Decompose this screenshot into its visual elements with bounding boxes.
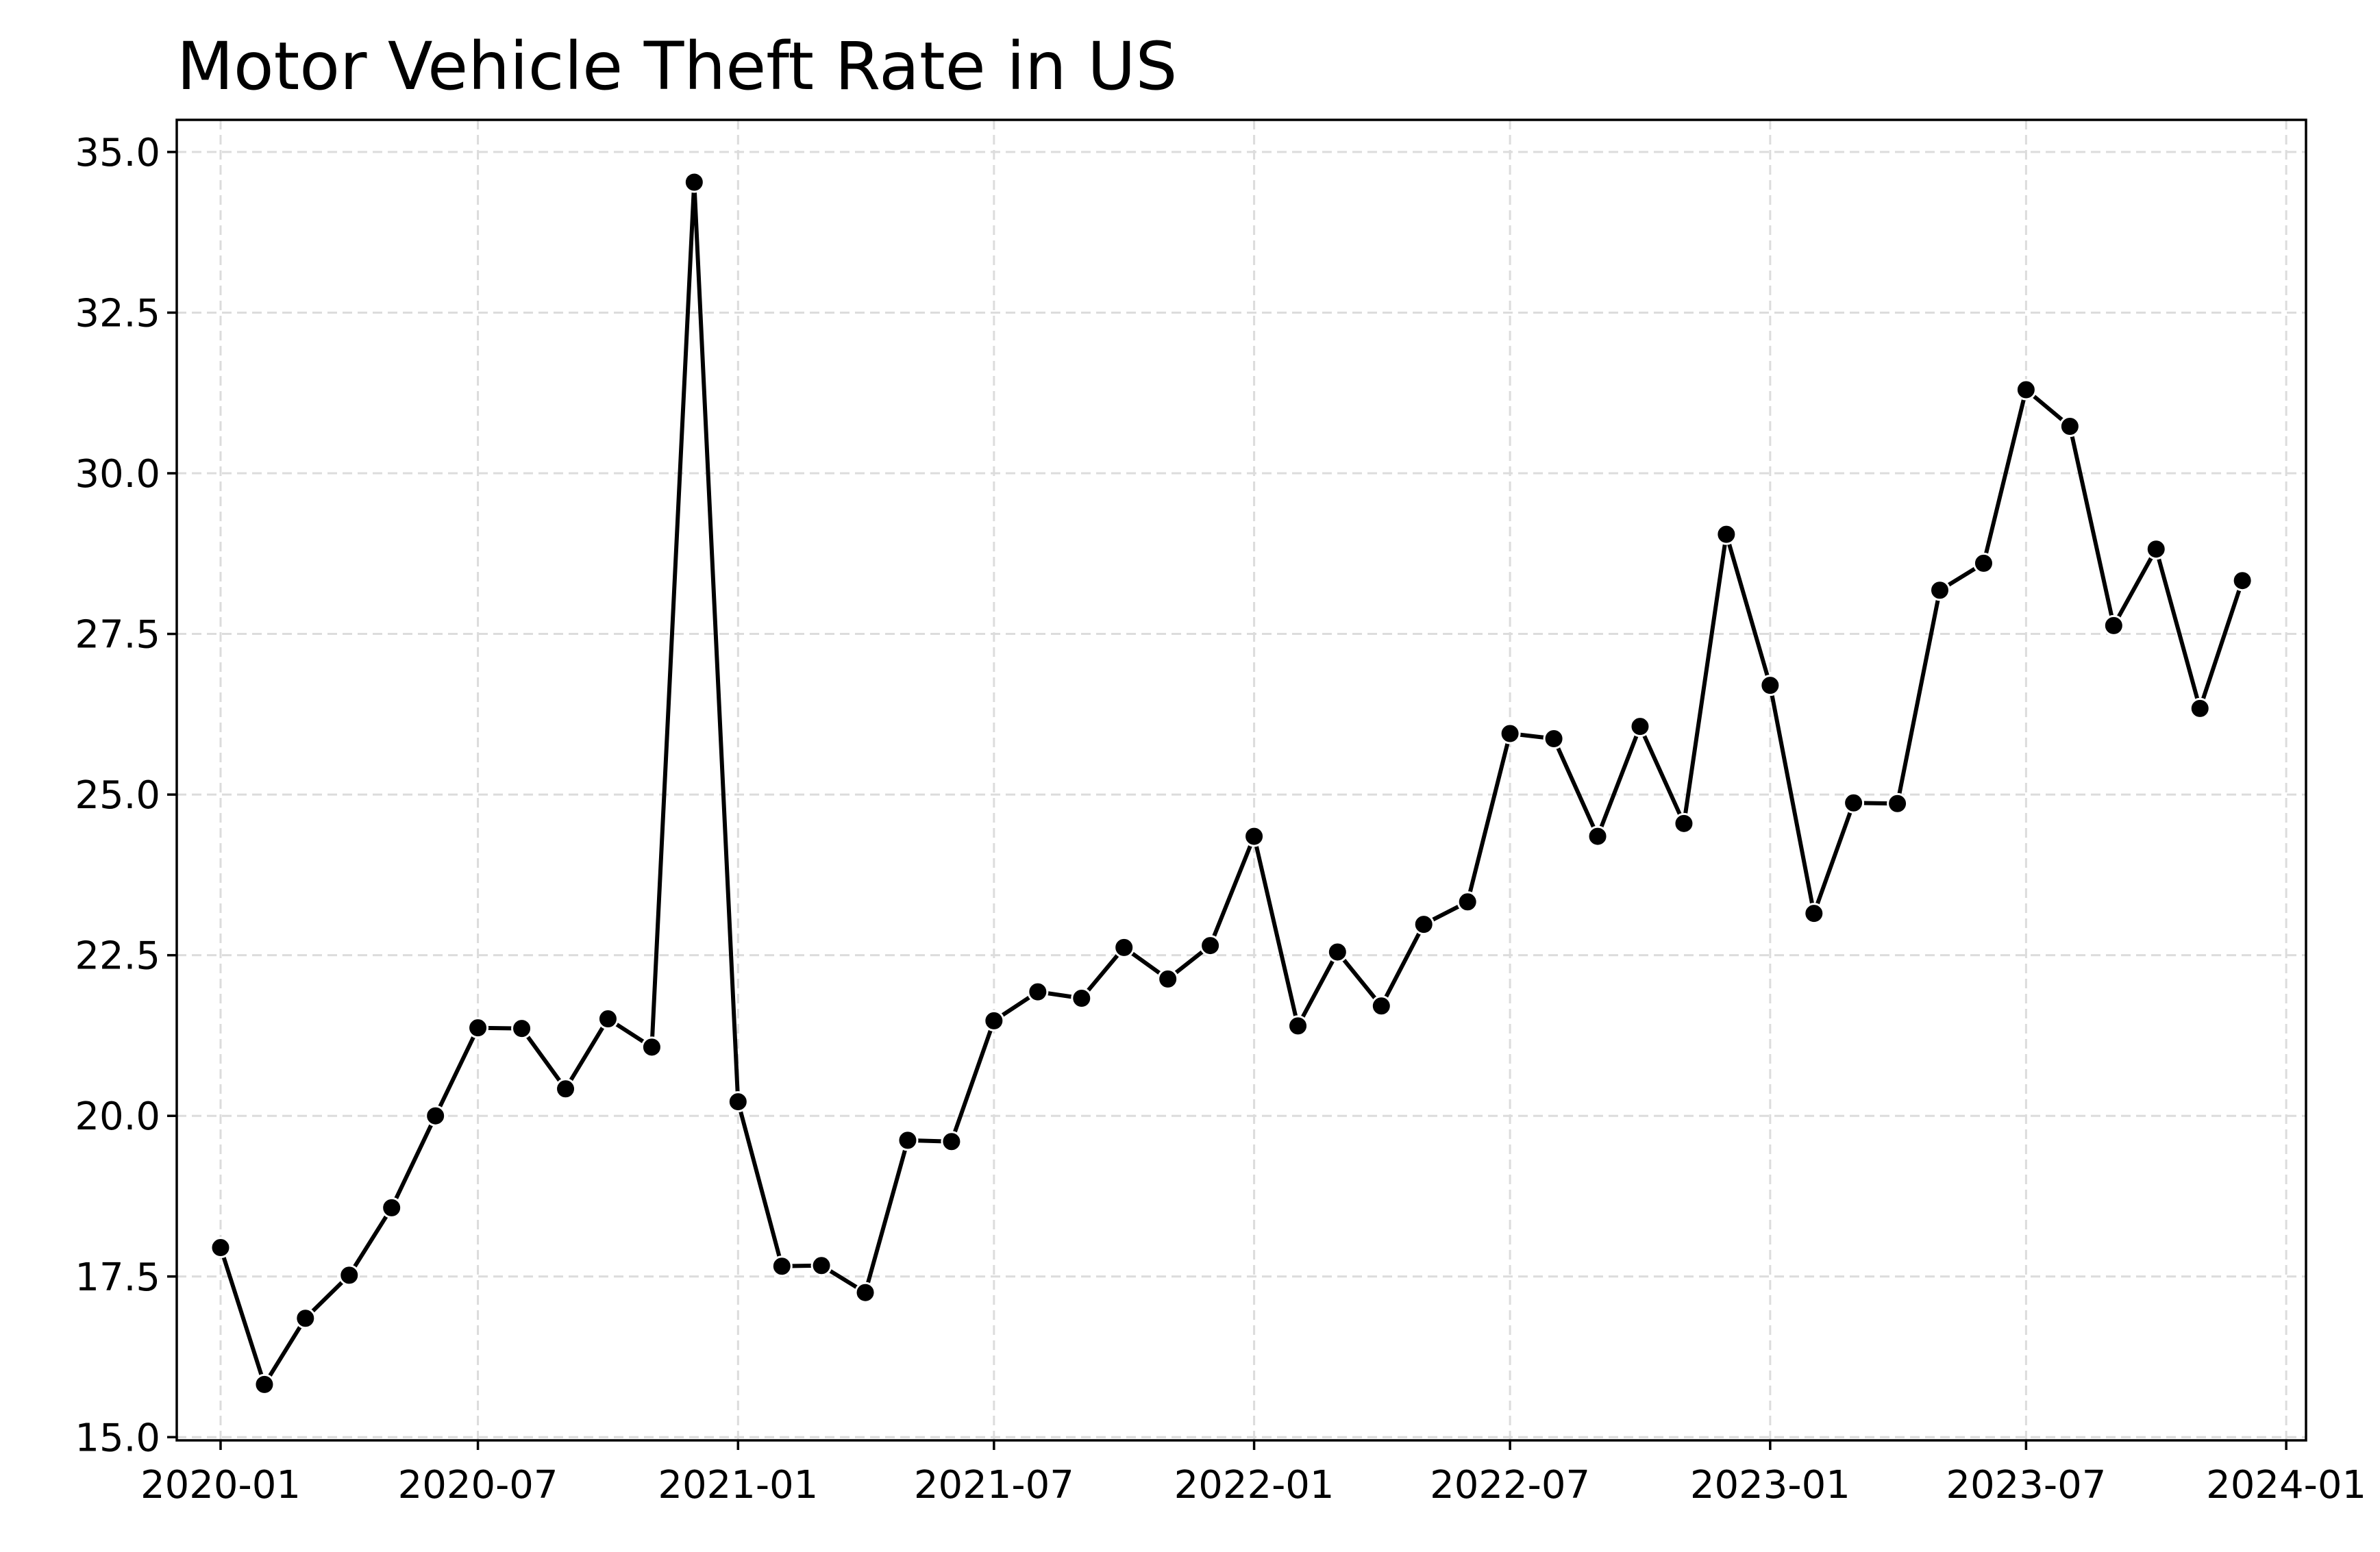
data-point — [467, 1017, 489, 1039]
data-point — [1413, 914, 1435, 936]
data-point — [338, 1264, 360, 1286]
data-point — [1887, 792, 1909, 814]
data-point — [1629, 716, 1651, 738]
data-point — [2231, 570, 2253, 592]
data-point — [1113, 936, 1135, 958]
x-tick-label: 2024-01 — [2206, 1463, 2366, 1507]
data-point — [983, 1010, 1005, 1031]
data-point — [1543, 727, 1565, 749]
data-point — [854, 1281, 876, 1303]
data-point — [641, 1036, 662, 1058]
y-tick-label: 17.5 — [75, 1255, 160, 1300]
data-point — [727, 1091, 749, 1113]
plot-frame — [175, 118, 2307, 1442]
data-point — [1370, 995, 1392, 1017]
data-point — [1843, 792, 1865, 814]
series-layer — [210, 171, 2253, 1395]
data-point — [1715, 523, 1737, 545]
data-point — [425, 1105, 447, 1127]
x-tick-label: 2023-07 — [1946, 1463, 2106, 1507]
x-tick-label: 2020-07 — [398, 1463, 558, 1507]
data-point — [555, 1078, 577, 1100]
y-tick-label: 30.0 — [75, 452, 160, 497]
data-point — [253, 1373, 275, 1395]
data-point — [1157, 968, 1179, 990]
data-point — [1027, 981, 1049, 1003]
data-point — [771, 1255, 793, 1277]
y-tick-label: 15.0 — [75, 1416, 160, 1460]
x-axis: 2020-01 2020-07 2021-01 2021-07 2022-01 2022-… — [140, 1440, 2366, 1507]
grid — [177, 120, 2306, 1440]
data-point — [1200, 935, 1222, 957]
data-point — [1456, 891, 1478, 913]
data-point — [2103, 614, 2124, 636]
chart-title: Motor Vehicle Theft Rate in US — [177, 28, 1177, 105]
data-point — [1243, 825, 1265, 847]
data-point — [1587, 825, 1609, 847]
data-point — [295, 1307, 317, 1329]
data-point — [1673, 812, 1695, 834]
data-point — [1759, 675, 1781, 697]
y-axis: 15.0 17.5 20.0 22.5 25.0 27.5 30.0 32.5 35.0 — [75, 131, 177, 1460]
data-point — [597, 1008, 619, 1030]
x-tick-label: 2023-01 — [1690, 1463, 1850, 1507]
y-tick-label: 20.0 — [75, 1094, 160, 1139]
x-tick-label: 2022-01 — [1174, 1463, 1335, 1507]
y-tick-label: 32.5 — [75, 291, 160, 336]
data-point — [1499, 723, 1521, 744]
x-tick-label: 2020-01 — [140, 1463, 301, 1507]
data-point — [810, 1255, 832, 1277]
data-point — [2189, 697, 2211, 719]
data-point — [2145, 538, 2167, 560]
data-point — [1972, 552, 1994, 574]
x-tick-label: 2021-01 — [658, 1463, 818, 1507]
series-line — [219, 180, 2244, 1387]
x-tick-label: 2021-07 — [914, 1463, 1074, 1507]
data-point — [210, 1237, 232, 1259]
data-point — [2059, 416, 2081, 438]
data-point — [511, 1018, 533, 1040]
data-point — [941, 1131, 963, 1153]
x-tick-label: 2022-07 — [1430, 1463, 1590, 1507]
data-point — [897, 1129, 919, 1151]
data-point — [1929, 579, 1950, 601]
data-point — [1803, 903, 1825, 925]
y-tick-label: 22.5 — [75, 934, 160, 979]
data-point — [2015, 379, 2037, 401]
data-point — [381, 1197, 403, 1218]
data-point — [683, 171, 705, 193]
data-point — [1071, 988, 1093, 1010]
y-tick-label: 35.0 — [75, 131, 160, 175]
data-point — [1287, 1015, 1309, 1037]
data-point — [1326, 941, 1348, 963]
y-tick-label: 25.0 — [75, 773, 160, 818]
y-tick-label: 27.5 — [75, 613, 160, 658]
